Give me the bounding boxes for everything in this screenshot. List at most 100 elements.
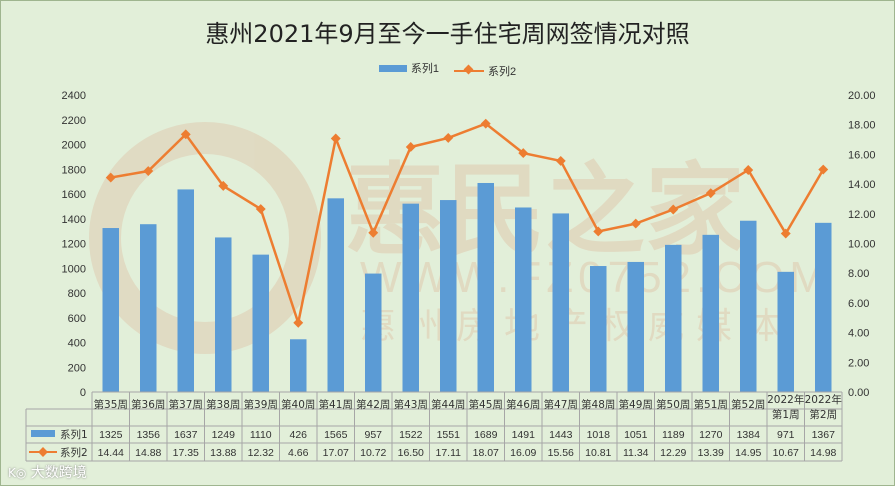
bar [515,207,532,392]
series2-marker [555,155,566,166]
bar [590,266,607,392]
series2-marker [293,317,304,328]
bar [440,200,457,392]
bar [477,182,494,392]
y-left-tick-label: 1600 [62,189,86,201]
table-cell-value: 1356 [137,429,161,441]
table-cell-value: 1270 [699,429,723,441]
table-cell-value: 1367 [812,429,836,441]
table-cell-value: 10.81 [585,447,611,459]
series2-marker [255,204,266,214]
table-cell-value: 1018 [587,429,611,441]
y-right-tick-label: 0.00 [848,387,869,399]
series2-line [110,122,825,328]
bar [552,213,569,392]
bar [665,244,682,392]
bar [777,271,794,392]
series2-marker [180,129,191,140]
y-right-tick-label: 18.00 [848,120,876,132]
x-tick-label: 第48周 [581,398,615,411]
series2-marker [143,166,154,176]
x-tick-label-line2: 第1周 [772,408,800,421]
legend-label-series2: 系列2 [488,65,517,78]
table-cell-value: 1051 [624,429,648,441]
series2-marker [630,218,641,229]
x-tick-label: 第51周 [694,398,728,411]
bar [627,261,644,392]
table-cell-value: 1249 [212,429,236,441]
table-cell-value: 971 [777,429,795,441]
x-tick-label: 第52周 [731,398,765,411]
table-cell-value: 1384 [737,429,761,441]
series2-marker [330,133,341,144]
bar [365,273,382,392]
table-cell-value: 13.88 [210,447,236,459]
table-cell-value: 957 [364,429,382,441]
footer-logo-icon: K◎ [8,466,27,480]
y-left-tick-label: 2400 [62,90,86,102]
table-cell-value: 12.32 [248,447,274,459]
legend: 系列1 系列2 [0,60,895,79]
series2-marker [780,228,791,239]
y-right-tick-label: 4.00 [848,328,869,340]
table-cell-value: 1637 [174,429,198,441]
legend-bar-swatch [378,64,407,72]
bar [402,203,419,392]
series2-marker [218,180,229,191]
table-cell-value: 11.34 [623,447,649,459]
table-cell-value: 14.98 [810,447,836,459]
x-tick-label: 第41周 [319,398,353,411]
table-cell-value: 1325 [99,429,123,441]
series2-marker [405,142,416,152]
x-tick-label: 第46周 [506,398,540,411]
x-tick-label-line2: 第2周 [809,408,837,421]
bar [102,228,119,392]
bar [702,234,719,392]
y-right-tick-label: 20.00 [848,90,876,102]
bar [815,222,832,392]
table-legend-line-marker [38,447,48,457]
series2-marker [105,172,116,183]
x-tick-label: 第49周 [619,398,653,411]
table-cell-value: 1565 [324,429,348,441]
series2-marker [818,164,829,175]
table-cell-value: 1551 [437,429,461,441]
x-tick-label: 第44周 [431,398,465,411]
table-series-label: 系列2 [60,446,88,459]
table-cell-value: 14.95 [735,447,761,459]
y-right-tick-label: 12.00 [848,209,876,221]
x-tick-label: 第45周 [469,398,503,411]
bar [252,254,269,392]
table-cell-value: 14.88 [135,447,161,459]
bar [290,339,307,392]
footer-logo: K◎ 大数跨境 [8,462,87,482]
table-legend-bar-swatch [31,430,55,437]
series2-marker [743,165,754,175]
table-series-label: 系列1 [60,428,88,441]
y-left-tick-label: 1000 [62,263,86,275]
series2-marker [443,132,454,143]
table-cell-value: 426 [289,429,307,441]
y-left-tick-label: 1200 [62,239,86,251]
table-cell-value: 1110 [250,429,272,441]
y-left-tick-label: 800 [68,288,86,300]
table-cell-value: 16.50 [398,447,424,459]
x-tick-label: 第37周 [169,398,203,411]
y-right-tick-label: 8.00 [848,268,869,280]
table-cell-value: 17.35 [173,447,199,459]
series2-marker [518,148,529,159]
y-left-tick-label: 0 [80,387,86,399]
x-tick-label-line1: 2022年 [805,393,842,406]
table-cell-value: 10.72 [360,447,386,459]
footer-logo-text: 大数跨境 [30,465,87,481]
x-tick-label-line1: 2022年 [767,393,804,406]
bar [140,224,157,392]
table-cell-value: 16.09 [510,447,536,459]
table-cell-value: 1443 [549,429,573,441]
legend-item-series2: 系列2 [454,63,516,79]
table-cell-value: 10.67 [773,447,799,459]
y-left-tick-label: 200 [68,362,86,374]
bar [215,237,232,392]
y-right-tick-label: 6.00 [848,298,869,310]
